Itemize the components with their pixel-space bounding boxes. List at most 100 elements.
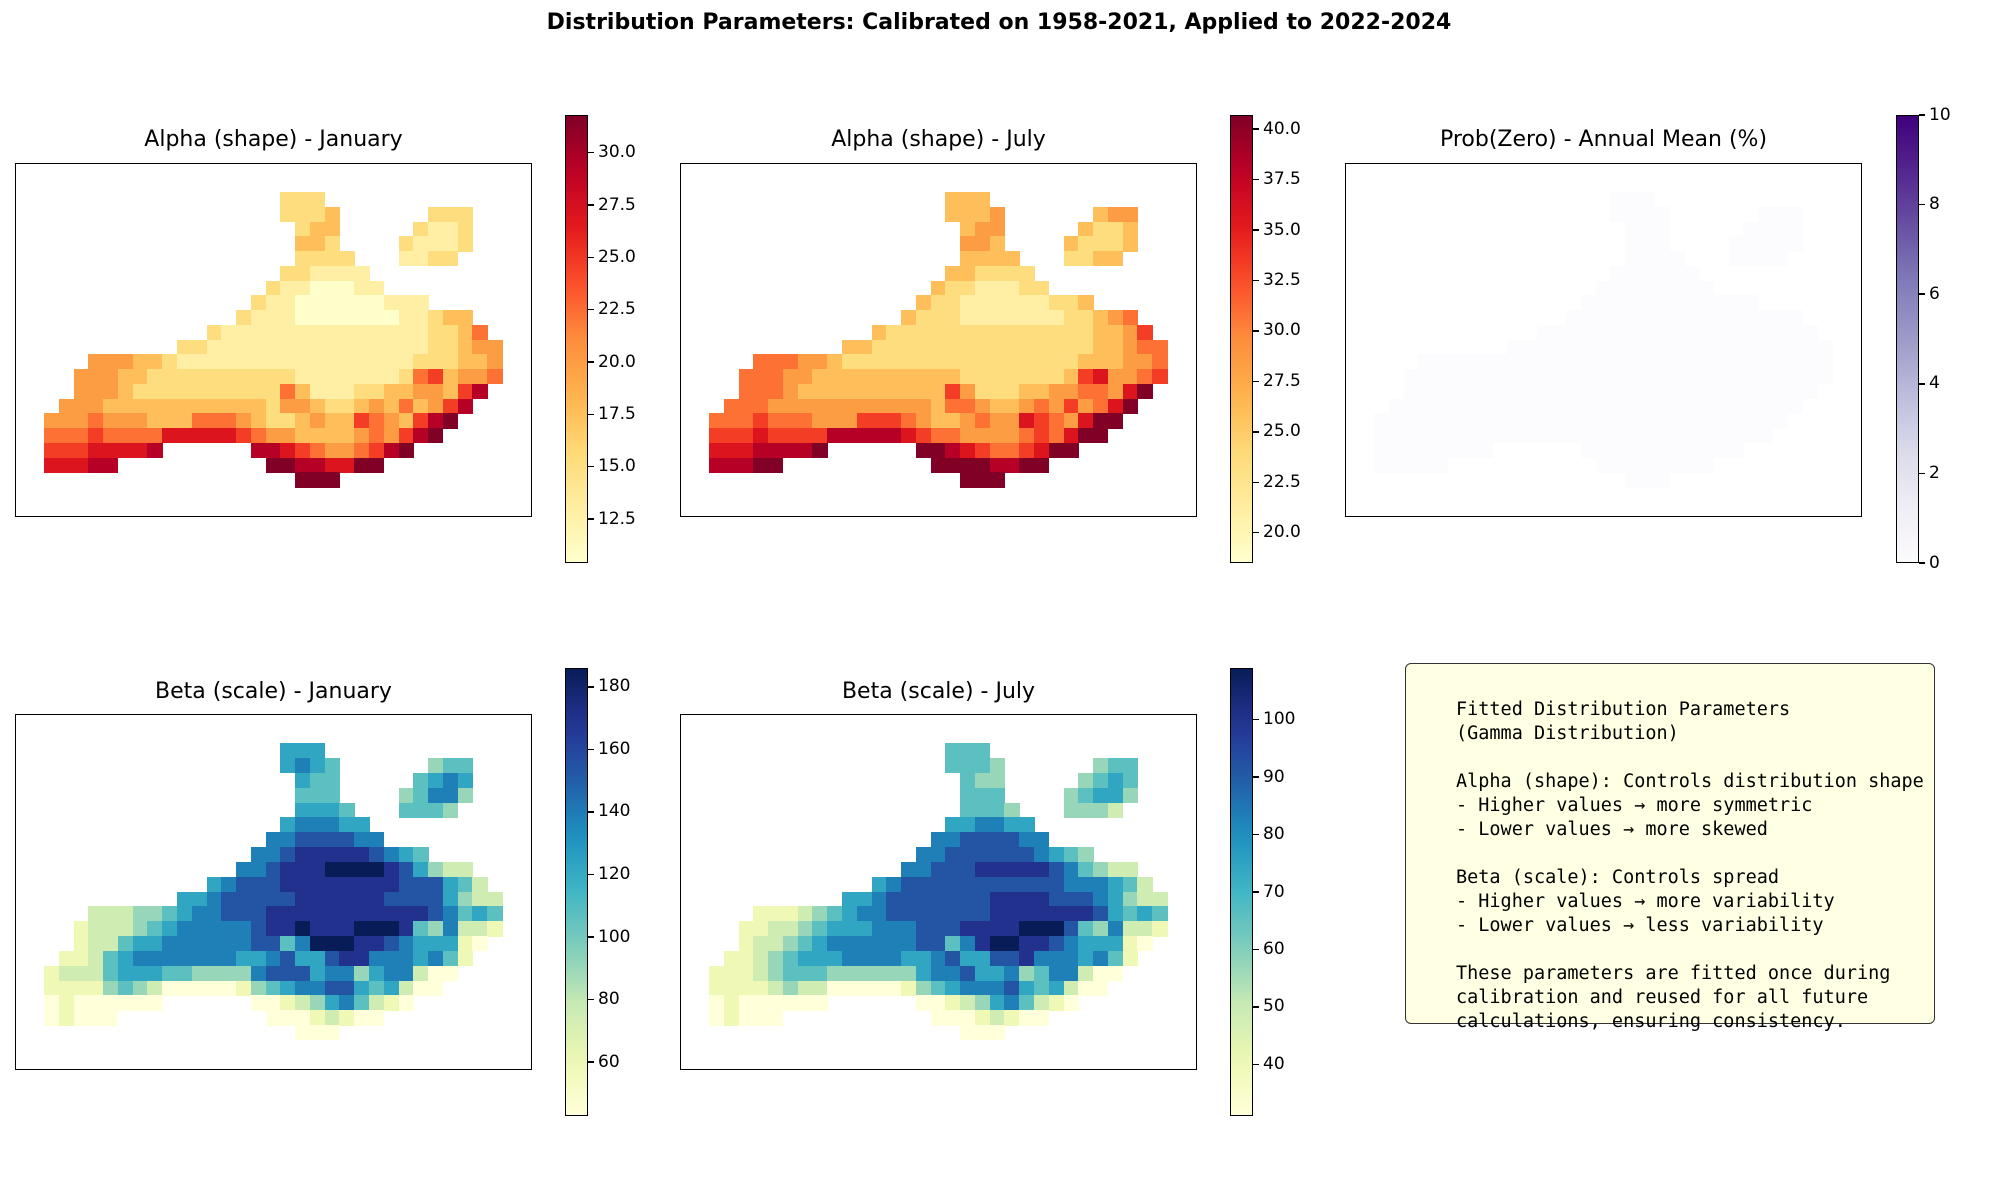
heatmap-cell (1758, 251, 1774, 267)
heatmap-cell (974, 906, 991, 922)
heatmap-cell (324, 413, 341, 429)
heatmap-cell (960, 965, 976, 982)
heatmap-cell (1462, 354, 1479, 370)
heatmap-cell (457, 398, 473, 414)
heatmap-cell (1669, 383, 1685, 400)
heatmap-cell (1477, 354, 1493, 370)
heatmap-cell (945, 265, 961, 282)
heatmap-cell (1580, 428, 1597, 444)
heatmap-cell (812, 383, 828, 400)
heatmap-cell (1728, 251, 1744, 267)
heatmap-cell (1152, 354, 1168, 370)
heatmap-cell (930, 310, 946, 326)
heatmap-cell (1506, 339, 1523, 355)
heatmap-cell (1566, 324, 1582, 341)
heatmap-cell (354, 295, 370, 311)
heatmap-cell (797, 369, 814, 385)
heatmap-cell (117, 442, 134, 459)
heatmap-cell (339, 861, 355, 878)
heatmap-cell (856, 921, 873, 937)
heatmap-cell (797, 965, 814, 982)
heatmap-cell (221, 413, 237, 429)
heatmap-cell (871, 936, 887, 952)
heatmap-cell (945, 861, 961, 878)
heatmap-cell (147, 921, 163, 937)
heatmap-cell (974, 265, 991, 282)
heatmap-cell (945, 936, 961, 952)
heatmap-cell (1107, 891, 1124, 907)
heatmap-cell (753, 995, 769, 1011)
heatmap-cell (206, 876, 222, 893)
heatmap-cell (413, 950, 429, 967)
heatmap-cell (1004, 861, 1020, 878)
heatmap-cell (206, 354, 222, 370)
heatmap-cell (428, 383, 444, 400)
heatmap-cell (782, 906, 799, 922)
heatmap-cell (442, 339, 459, 355)
heatmap-cell (472, 936, 488, 952)
heatmap-cell (768, 965, 784, 982)
heatmap-cell (1093, 236, 1109, 252)
heatmap-cell (457, 236, 473, 252)
heatmap-axes-alpha-january (15, 163, 532, 517)
heatmap-cell (989, 817, 1006, 833)
heatmap-cell (768, 995, 784, 1011)
heatmap-cell (1728, 236, 1744, 252)
heatmap-cell (871, 383, 887, 400)
heatmap-cell (1137, 906, 1153, 922)
heatmap-cell (1654, 310, 1671, 326)
heatmap-cell (901, 398, 917, 414)
heatmap-cell (1610, 295, 1626, 311)
heatmap-cell (901, 339, 917, 355)
heatmap-cell (176, 413, 193, 429)
heatmap-cell (132, 965, 149, 982)
heatmap-cell (354, 457, 370, 473)
heatmap-cell (1019, 847, 1035, 863)
heatmap-cell (413, 413, 429, 429)
heatmap-cell (856, 413, 873, 429)
heatmap-cell (1625, 369, 1641, 385)
heatmap-cell (871, 980, 887, 996)
heatmap-cell (324, 398, 341, 414)
heatmap-cell (753, 965, 769, 982)
heatmap-cell (945, 950, 961, 967)
heatmap-cell (960, 457, 976, 473)
heatmap-cell (442, 398, 459, 414)
heatmap-cell (1713, 310, 1730, 326)
heatmap-cell (457, 221, 473, 237)
colorbar-tick-label: 40 (1263, 1053, 1285, 1074)
colorbar-tick (1253, 1006, 1259, 1008)
colorbar-tick (588, 204, 594, 206)
heatmap-cell (1654, 221, 1671, 237)
heatmap-cell (930, 398, 946, 414)
heatmap-cell (103, 980, 119, 996)
heatmap-cell (324, 1010, 341, 1026)
heatmap-cell (413, 906, 429, 922)
heatmap-cell (782, 936, 799, 952)
heatmap-cell (886, 413, 902, 429)
heatmap-cell (886, 876, 902, 893)
heatmap-cell (974, 221, 991, 237)
heatmap-cell (354, 413, 370, 429)
heatmap-cell (768, 950, 784, 967)
heatmap-cell (1048, 980, 1065, 996)
heatmap-cell (1595, 383, 1611, 400)
heatmap-cell (1433, 442, 1449, 459)
heatmap-cell (206, 965, 222, 982)
heatmap-cell (280, 832, 296, 848)
heatmap-cell (1551, 413, 1567, 429)
heatmap-cell (1462, 369, 1479, 385)
heatmap-cell (1034, 980, 1050, 996)
heatmap-cell (1034, 413, 1050, 429)
heatmap-cell (309, 413, 326, 429)
heatmap-cell (191, 891, 208, 907)
heatmap-cell (103, 354, 119, 370)
heatmap-cell (974, 921, 991, 937)
heatmap-cell (1772, 354, 1789, 370)
heatmap-cell (221, 950, 237, 967)
heatmap-cell (1019, 980, 1035, 996)
heatmap-cell (1403, 413, 1419, 429)
heatmap-cell (1536, 354, 1552, 370)
heatmap-cell (1048, 995, 1065, 1011)
heatmap-cell (73, 950, 89, 967)
